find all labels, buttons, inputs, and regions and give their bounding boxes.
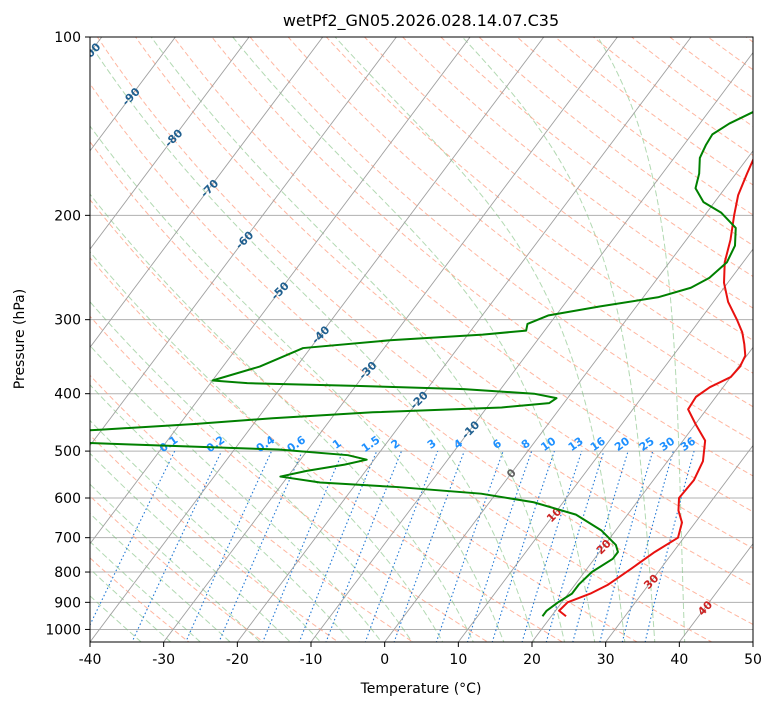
mixing-ratio-line: [298, 450, 378, 642]
x-tick-label: 20: [523, 652, 541, 668]
isotherm-line: [384, 150, 753, 642]
y-tick-label: 400: [54, 387, 81, 403]
x-tick-label: 40: [670, 652, 688, 668]
y-tick-label: 1000: [45, 622, 81, 638]
x-tick-label: -10: [300, 652, 323, 668]
moist-adiabat-line: [597, 37, 686, 642]
dry-adiabat-line: [211, 37, 753, 477]
dry-adiabat-line: [90, 198, 639, 642]
moist-adiabat-line: [90, 125, 505, 642]
moist-adiabat-line: [90, 419, 322, 642]
moist-adiabat-line: [90, 251, 444, 642]
y-tick-label: 200: [54, 208, 81, 224]
dry-adiabat-line: [440, 37, 753, 278]
isotherm-line: [163, 37, 618, 642]
y-tick-label: 300: [54, 313, 81, 329]
mixing-ratio-line: [131, 450, 223, 642]
mixing-ratio-line: [218, 450, 303, 642]
dry-adiabat-line: [287, 37, 753, 408]
y-axis-title: Pressure (hPa): [12, 289, 28, 389]
isotherm-line: [90, 37, 471, 545]
y-tick-label: 900: [54, 595, 81, 611]
isotherm-line: [90, 37, 176, 152]
x-tick-label: 50: [744, 652, 762, 668]
plot-frame: [89, 36, 754, 643]
x-tick-label: 30: [597, 652, 615, 668]
temperature-profile-line: [558, 157, 753, 618]
y-tick-label: 800: [54, 565, 81, 581]
dewpoint-profile-line: [90, 110, 753, 617]
y-tick-label: 500: [54, 444, 81, 460]
mixing-ratio-line: [466, 450, 533, 642]
chart-title: wetPf2_GN05.2026.028.14.07.C35: [283, 11, 559, 31]
y-axis: 100 200 300 400 500 600 700 800 900 1000: [45, 30, 90, 638]
x-tick-label: -30: [152, 652, 175, 668]
isotherm-line: [310, 51, 753, 642]
dry-adiabat-line: [90, 315, 489, 642]
mixing-ratio-lines: [90, 450, 695, 642]
dry-adiabat-line: [516, 37, 753, 216]
moist-adiabat-line: [90, 595, 142, 642]
moist-adiabat-line: [90, 193, 474, 642]
y-tick-label: 600: [54, 491, 81, 507]
mixing-ratio-line: [621, 450, 674, 642]
plot-area: -100-90-80-70-60-50-40-30-20-10010203040…: [90, 37, 753, 642]
isotherm-line: [457, 248, 753, 642]
moist-adiabat-line: [90, 483, 261, 642]
isotherm-line: [605, 444, 753, 642]
x-tick-label: 10: [449, 652, 467, 668]
x-tick-label: -40: [79, 652, 102, 668]
pressure-gridlines: [90, 37, 753, 630]
isotherm-line: [90, 37, 397, 447]
y-tick-label: 100: [54, 30, 81, 46]
moist-adiabat-line: [90, 384, 352, 642]
x-axis: -40 -30 -20 -10 0 10 20 30 40 50: [79, 642, 762, 668]
y-tick-label: 700: [54, 531, 81, 547]
isotherm-line: [90, 37, 545, 642]
isotherm-line: [90, 37, 250, 250]
x-tick-label: -20: [226, 652, 249, 668]
profiles: [90, 110, 753, 618]
dry-adiabat-line: [90, 141, 713, 642]
moist-adiabat-line: [461, 37, 656, 642]
mixing-ratio-line: [599, 450, 654, 642]
moist-adiabat-line: [232, 37, 596, 642]
mixing-ratio-line: [545, 450, 605, 642]
dry-adiabat-line: [249, 37, 753, 442]
dry-adiabat-line: [363, 37, 753, 341]
mixing-ratio-line: [644, 450, 695, 642]
dry-adiabat-line: [90, 83, 753, 626]
isotherm-line: [531, 346, 753, 642]
isotherm-line: [678, 543, 753, 642]
mixing-ratio-line: [90, 450, 176, 627]
dry-adiabat-line: [90, 434, 340, 642]
moist-adiabats: [90, 37, 686, 642]
x-tick-label: 0: [380, 652, 389, 668]
dry-adiabats: [90, 37, 753, 642]
isotherm-line: [236, 37, 692, 642]
moist-adiabat-line: [150, 37, 566, 642]
dry-adiabat-line: [325, 37, 753, 374]
moist-adiabat-line: [90, 540, 202, 642]
mixing-ratio-line: [435, 450, 504, 642]
moist-adiabat-line: [334, 37, 626, 642]
dry-adiabat-line: [90, 257, 564, 642]
dry-adiabat-line: [90, 374, 414, 642]
x-axis-title: Temperature (°C): [360, 681, 482, 697]
moist-adiabat-line: [90, 42, 535, 642]
dry-adiabat-line: [478, 37, 753, 246]
isotherm-line: [90, 37, 324, 349]
dry-adiabat-line: [96, 37, 753, 587]
mixing-ratio-line: [262, 450, 344, 642]
moist-adiabat-line: [90, 568, 172, 642]
moist-adiabat-line: [90, 452, 291, 642]
isotherms: [90, 37, 753, 642]
